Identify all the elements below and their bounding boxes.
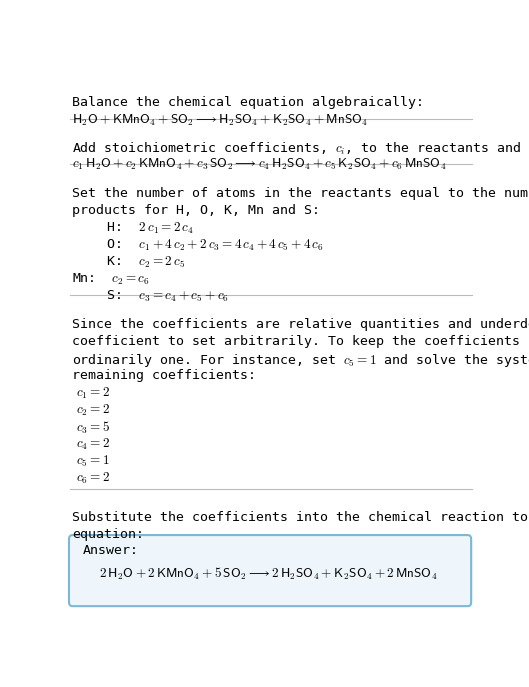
- Text: Set the number of atoms in the reactants equal to the number of atoms in the: Set the number of atoms in the reactants…: [72, 187, 529, 200]
- Text: K:  $c_2 = 2\,c_5$: K: $c_2 = 2\,c_5$: [91, 255, 185, 270]
- Text: Add stoichiometric coefficients, $c_i$, to the reactants and products:: Add stoichiometric coefficients, $c_i$, …: [72, 140, 529, 157]
- Text: $c_2 = 2$: $c_2 = 2$: [76, 403, 110, 418]
- Text: Answer:: Answer:: [83, 543, 139, 556]
- Text: equation:: equation:: [72, 528, 144, 541]
- Text: $c_1 = 2$: $c_1 = 2$: [76, 386, 110, 401]
- Text: O:  $c_1 + 4\,c_2 + 2\,c_3 = 4\,c_4 + 4\,c_5 + 4\,c_6$: O: $c_1 + 4\,c_2 + 2\,c_3 = 4\,c_4 + 4\,…: [91, 238, 323, 253]
- Text: Since the coefficients are relative quantities and underdetermined, choose a: Since the coefficients are relative quan…: [72, 318, 529, 331]
- Text: coefficient to set arbitrarily. To keep the coefficients small, the arbitrary va: coefficient to set arbitrarily. To keep …: [72, 335, 529, 348]
- Text: $c_6 = 2$: $c_6 = 2$: [76, 471, 110, 486]
- Text: $c_3 = 5$: $c_3 = 5$: [76, 420, 110, 436]
- Text: $2\,\mathsf{H_2O} + 2\,\mathsf{KMnO_4} + 5\,\mathsf{SO_2} \longrightarrow 2\,\ma: $2\,\mathsf{H_2O} + 2\,\mathsf{KMnO_4} +…: [99, 565, 437, 582]
- Text: Mn:  $c_2 = c_6$: Mn: $c_2 = c_6$: [72, 271, 150, 286]
- Text: $c_1\,\mathsf{H_2O} + c_2\,\mathsf{KMnO_4} + c_3\,\mathsf{SO_2} \longrightarrow : $c_1\,\mathsf{H_2O} + c_2\,\mathsf{KMnO_…: [72, 157, 447, 172]
- Text: Balance the chemical equation algebraically:: Balance the chemical equation algebraica…: [72, 95, 424, 109]
- Text: $c_4 = 2$: $c_4 = 2$: [76, 437, 110, 452]
- Text: S:  $c_3 = c_4 + c_5 + c_6$: S: $c_3 = c_4 + c_5 + c_6$: [91, 289, 229, 304]
- Text: remaining coefficients:: remaining coefficients:: [72, 369, 256, 382]
- Text: $\mathsf{H_2O + KMnO_4 + SO_2 \longrightarrow H_2SO_4 + K_2SO_4 + MnSO_4}$: $\mathsf{H_2O + KMnO_4 + SO_2 \longright…: [72, 113, 368, 128]
- Text: products for H, O, K, Mn and S:: products for H, O, K, Mn and S:: [72, 204, 320, 217]
- Text: Substitute the coefficients into the chemical reaction to obtain the balanced: Substitute the coefficients into the che…: [72, 511, 529, 524]
- Text: ordinarily one. For instance, set $c_5 = 1$ and solve the system of equations fo: ordinarily one. For instance, set $c_5 =…: [72, 352, 529, 369]
- FancyBboxPatch shape: [69, 535, 471, 606]
- Text: $c_5 = 1$: $c_5 = 1$: [76, 454, 110, 469]
- Text: H:  $2\,c_1 = 2\,c_4$: H: $2\,c_1 = 2\,c_4$: [91, 221, 194, 236]
